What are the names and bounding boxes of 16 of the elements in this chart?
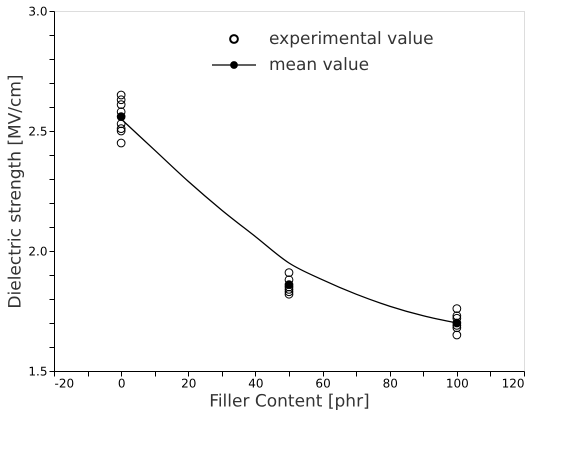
x-tick-label: 0 (118, 376, 126, 390)
legend-label: experimental value (269, 29, 434, 49)
x-axis-title: Filler Content [phr] (209, 392, 370, 412)
x-tick-label: 120 (502, 376, 524, 390)
x-tick-label: 40 (248, 376, 264, 390)
x-tick-label: -20 (54, 376, 74, 390)
y-tick-label: 3.0 (28, 4, 48, 18)
x-tick-label: 60 (315, 376, 331, 390)
x-tick-label: 100 (446, 376, 469, 390)
y-tick-label: 1.5 (28, 364, 48, 378)
y-tick-label: 2.5 (28, 124, 48, 138)
x-tick-label: 80 (382, 376, 398, 390)
x-tick-label: 20 (181, 376, 196, 390)
y-tick-label: 2.0 (28, 244, 48, 258)
y-axis-title: Dielectric strength [MV/cm] (5, 74, 26, 309)
legend-label: mean value (269, 55, 370, 75)
